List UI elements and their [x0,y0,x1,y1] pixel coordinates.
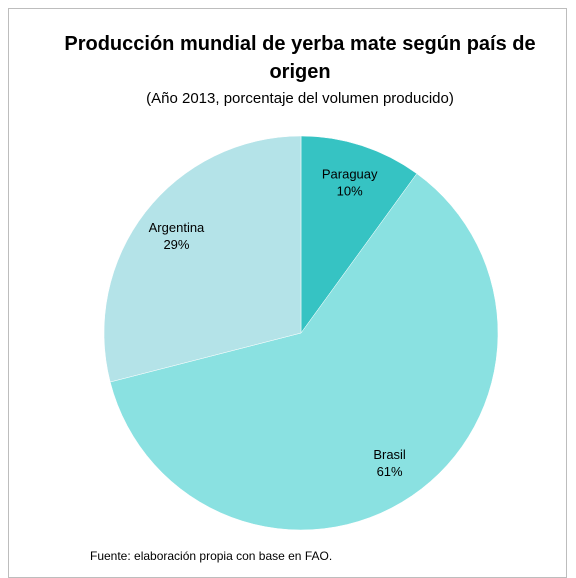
chart-subtitle: (Año 2013, porcentaje del volumen produc… [146,90,454,107]
slice-value-label: 61% [377,464,403,479]
chart-title: Producción mundial de yerba mate según p… [64,33,536,83]
pie-slice [300,135,418,334]
slice-value-label: 29% [163,237,189,252]
slice-value-label: 10% [337,184,363,199]
chart: Paraguay 10% Brasil 61% Argentina 29% [103,135,499,531]
pie-slice [109,173,499,531]
slice-label: Paraguay [322,167,378,182]
pie-slice [103,135,302,383]
slice-label: Brasil [373,447,406,462]
source-note: Fuente: elaboración propia con base en F… [90,549,333,563]
slice-label: Argentina [149,220,205,235]
